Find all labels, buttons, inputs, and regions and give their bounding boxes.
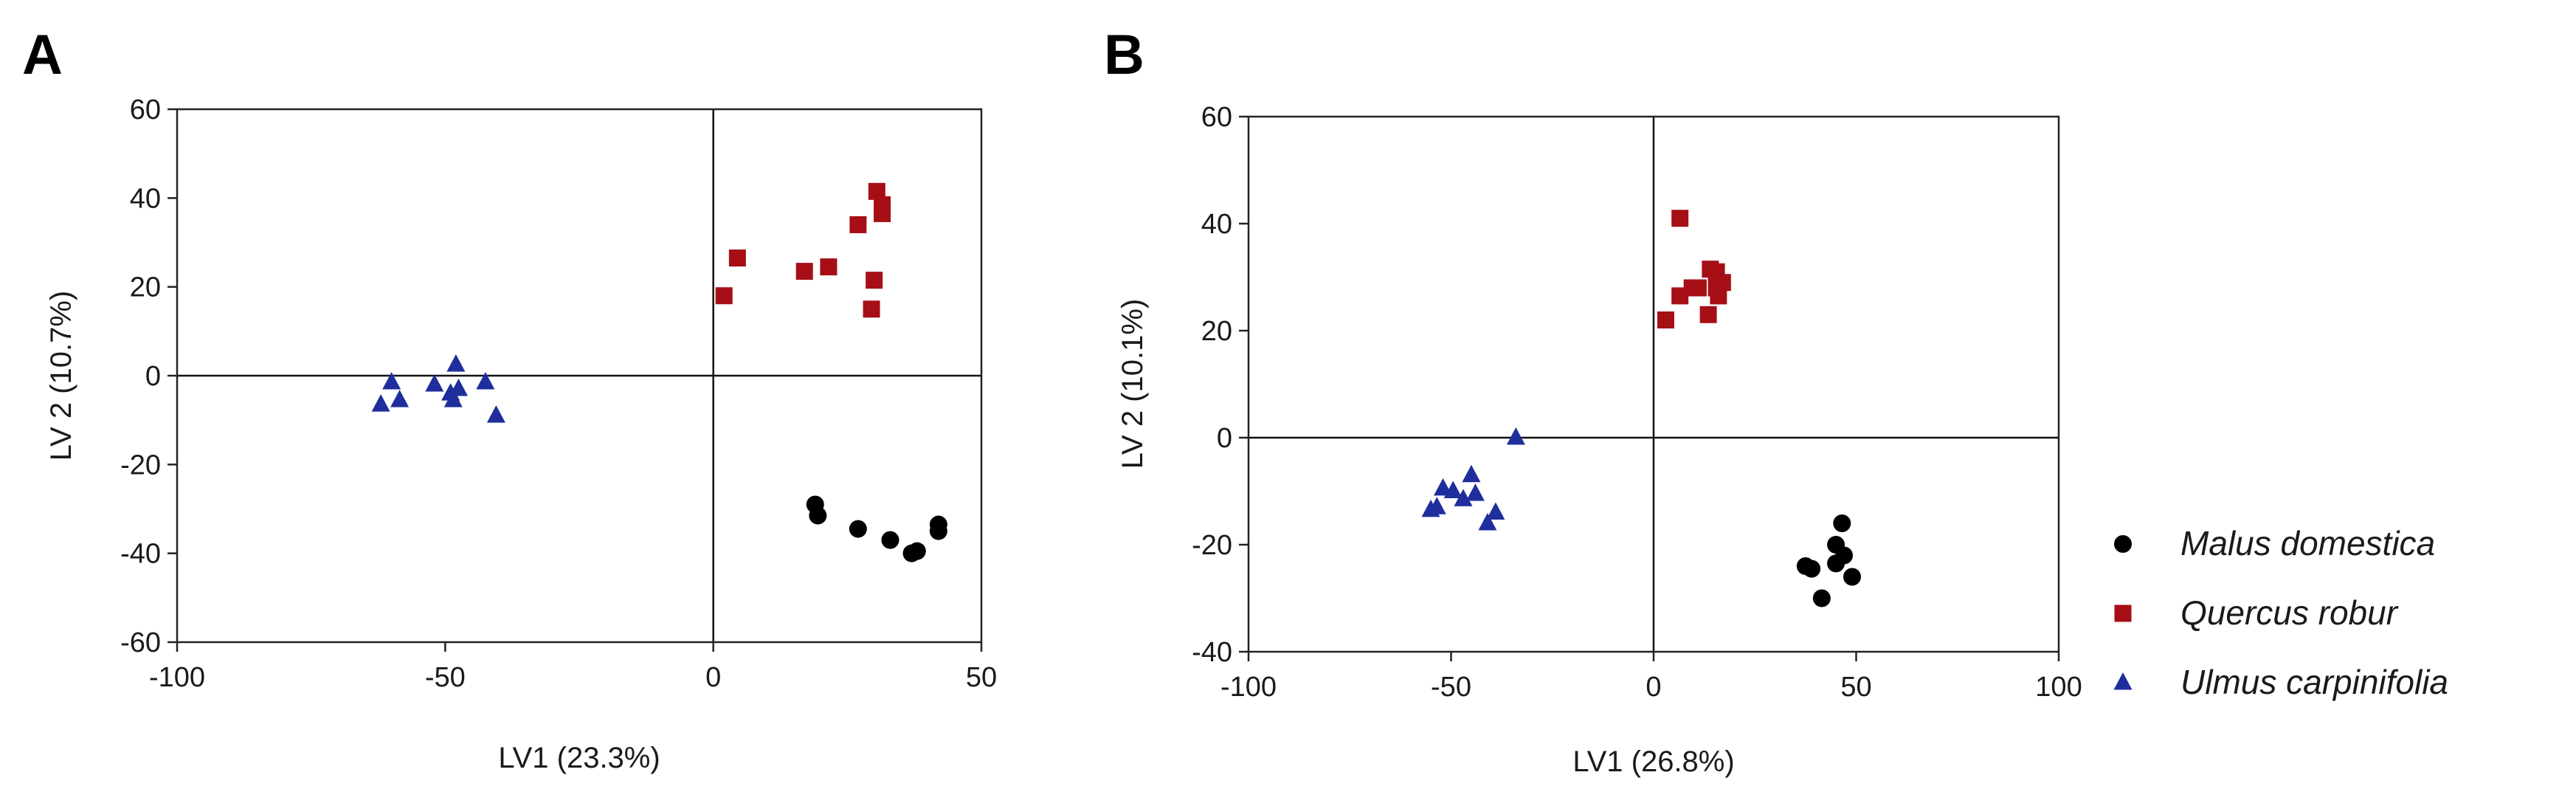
data-points: [1421, 210, 1862, 607]
y-tick-label: 0: [1217, 423, 1232, 454]
panel-b: B -100 -50 0 50 100 60 40 20 0 -20 -40 LV1 (26.8%)…: [1104, 24, 2082, 778]
y-tick-label: 20: [1201, 316, 1232, 347]
data-point-triangle: [486, 405, 505, 423]
data-point-square: [715, 287, 733, 305]
y-tick-label: -40: [1192, 637, 1232, 668]
data-point-square: [1657, 311, 1674, 328]
legend-marker-circle: [2114, 535, 2132, 553]
axis-ticks: -100 -50 0 50 100 60 40 20 0 -20 -40: [1192, 102, 2082, 703]
data-point-circle: [1843, 568, 1862, 586]
data-point-triangle: [446, 354, 466, 372]
data-point-square: [863, 300, 880, 318]
data-point-square: [874, 204, 891, 222]
data-point-square: [849, 216, 867, 233]
x-tick-label: 50: [966, 662, 997, 693]
legend-marker-shape-square: [2114, 604, 2132, 622]
legend-label: Ulmus carpinifolia: [2180, 663, 2448, 701]
data-point-square: [795, 263, 813, 280]
data-point-square: [1699, 306, 1717, 323]
y-tick-label: 40: [1201, 209, 1232, 240]
x-tick-label: -100: [149, 662, 205, 693]
series-quercus-robur: [1657, 210, 1731, 328]
data-point-circle: [1803, 559, 1821, 578]
data-point-triangle: [476, 372, 495, 390]
data-point-square: [728, 249, 746, 267]
data-point-circle: [908, 542, 926, 560]
series-ulmus-carpinifolia: [1421, 427, 1525, 531]
legend-entry-quercus-robur: Quercus robur: [2114, 593, 2399, 632]
series-ulmus-carpinifolia: [371, 354, 505, 423]
series-malus-domestica: [1796, 514, 1862, 607]
x-tick-label: 0: [705, 662, 721, 693]
data-point-square: [1671, 210, 1689, 227]
y-tick-label: 0: [145, 361, 161, 392]
panel-letter-b: B: [1104, 24, 1144, 86]
legend-label: Malus domestica: [2180, 524, 2435, 562]
y-tick-label: 60: [1201, 102, 1232, 133]
data-point-triangle: [390, 390, 410, 407]
x-tick-label: 100: [2035, 672, 2082, 703]
data-point-circle: [849, 520, 867, 538]
data-point-triangle: [1478, 513, 1497, 531]
axis-ticks: -100 -50 0 50 60 40 20 0 -20 -40 -60: [120, 94, 997, 693]
legend-entry-ulmus-carpinifolia: Ulmus carpinifolia: [2113, 663, 2448, 701]
data-point-triangle: [1443, 480, 1463, 498]
x-tick-label: -50: [425, 662, 466, 693]
data-point-circle: [881, 531, 899, 549]
data-point-circle: [929, 522, 947, 540]
x-axis-title: LV1 (23.3%): [498, 742, 660, 774]
data-point-triangle: [443, 390, 463, 407]
data-points: [371, 182, 947, 562]
y-tick-label: 40: [130, 183, 161, 214]
legend-marker-shape-triangle: [2113, 672, 2133, 690]
data-point-triangle: [1434, 478, 1453, 496]
x-tick-label: -100: [1220, 672, 1277, 703]
legend-marker-square: [2114, 604, 2132, 622]
series-quercus-robur: [715, 182, 891, 318]
data-point-square: [866, 272, 883, 289]
data-point-square: [1689, 279, 1707, 297]
data-point-triangle: [425, 374, 444, 392]
data-point-triangle: [382, 372, 401, 390]
y-tick-label: -20: [1192, 530, 1232, 561]
data-point-circle: [809, 506, 827, 525]
y-tick-label: -40: [120, 539, 161, 570]
zero-lines: [177, 109, 981, 642]
y-axis-title: LV 2 (10.1%): [1116, 299, 1149, 469]
legend-marker-shape-circle: [2114, 535, 2132, 553]
data-point-triangle: [1454, 489, 1473, 506]
legend-label: Quercus robur: [2180, 593, 2399, 632]
panel-a: A -100 -50 0 50 60 40 20 0 -20 -40 -60 LV1 (23.3%)…: [22, 24, 997, 774]
y-axis-title: LV 2 (10.7%): [45, 291, 77, 461]
y-tick-label: -20: [120, 450, 161, 480]
data-point-triangle: [1506, 427, 1525, 445]
data-point-circle: [1835, 546, 1854, 565]
legend: Malus domestica Quercus robur Ulmus carp…: [2113, 524, 2448, 701]
data-point-triangle: [1462, 464, 1481, 483]
data-point-triangle: [1465, 483, 1485, 501]
zero-lines: [1249, 117, 2059, 652]
data-point-square: [868, 182, 885, 200]
x-tick-label: 50: [1840, 672, 1871, 703]
data-point-triangle: [1427, 497, 1446, 514]
data-point-triangle: [1486, 502, 1505, 520]
data-point-square: [1707, 279, 1725, 297]
panel-letter-a: A: [22, 24, 63, 86]
data-point-circle: [1833, 514, 1851, 532]
legend-entry-malus-domestica: Malus domestica: [2114, 524, 2435, 562]
legend-marker-triangle: [2113, 672, 2133, 690]
series-malus-domestica: [806, 495, 947, 562]
y-tick-label: 20: [130, 272, 161, 303]
x-tick-label: -50: [1431, 672, 1471, 703]
y-tick-label: 60: [130, 94, 161, 125]
data-point-circle: [1812, 589, 1831, 607]
y-tick-label: -60: [120, 627, 161, 658]
x-axis-title: LV1 (26.8%): [1572, 745, 1734, 778]
x-tick-label: 0: [1646, 672, 1661, 703]
data-point-square: [820, 258, 838, 276]
data-point-triangle: [371, 394, 390, 412]
